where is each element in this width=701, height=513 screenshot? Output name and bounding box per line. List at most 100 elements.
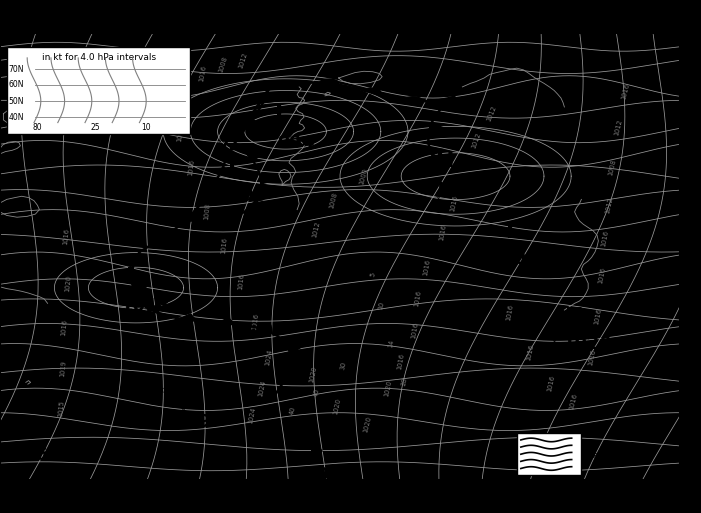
Text: L: L: [309, 436, 323, 456]
Text: ×: ×: [435, 194, 442, 203]
Polygon shape: [262, 95, 278, 103]
Polygon shape: [403, 97, 423, 102]
Text: 1015: 1015: [57, 400, 65, 417]
Polygon shape: [218, 167, 234, 175]
Text: 1014: 1014: [502, 250, 552, 268]
Text: 1020: 1020: [383, 379, 393, 397]
Text: 1012: 1012: [311, 221, 321, 239]
Text: 1016: 1016: [176, 125, 184, 143]
Polygon shape: [218, 318, 236, 324]
Polygon shape: [132, 258, 148, 266]
Text: 1016: 1016: [63, 228, 71, 245]
Text: 25: 25: [90, 123, 100, 131]
Text: metoffice.gov: metoffice.gov: [586, 450, 639, 460]
Text: 70N: 70N: [8, 65, 24, 73]
Polygon shape: [230, 143, 245, 150]
Text: 1019: 1019: [60, 360, 67, 377]
Polygon shape: [257, 325, 272, 332]
Text: 1006: 1006: [0, 446, 49, 464]
Text: 1000: 1000: [359, 167, 369, 185]
Polygon shape: [183, 215, 199, 221]
Polygon shape: [245, 120, 261, 126]
Polygon shape: [248, 201, 263, 207]
Text: ×: ×: [158, 386, 165, 395]
Text: L: L: [506, 222, 520, 242]
Text: 5: 5: [369, 271, 376, 277]
Polygon shape: [247, 154, 261, 161]
Polygon shape: [261, 177, 273, 184]
Text: 1024: 1024: [257, 379, 266, 397]
Text: 1016: 1016: [569, 392, 578, 410]
Text: 1016: 1016: [221, 236, 229, 254]
Text: 1016: 1016: [587, 348, 597, 366]
Text: L: L: [24, 416, 38, 436]
Text: 1016: 1016: [198, 65, 207, 82]
Text: 1016: 1016: [505, 304, 515, 321]
Text: 1020: 1020: [563, 334, 613, 352]
Text: 1012: 1012: [614, 118, 624, 136]
Text: 30: 30: [339, 361, 347, 370]
Text: H: H: [436, 150, 455, 170]
Text: 1016: 1016: [188, 159, 196, 176]
Text: 1012: 1012: [604, 196, 613, 214]
Polygon shape: [179, 314, 196, 321]
Polygon shape: [440, 102, 456, 108]
Text: 1016: 1016: [251, 312, 259, 330]
Text: 1016: 1016: [449, 194, 459, 212]
Polygon shape: [275, 82, 295, 87]
Text: ×: ×: [217, 136, 224, 145]
Text: 1012: 1012: [486, 105, 498, 123]
Text: 1016: 1016: [597, 266, 606, 284]
Text: 1016: 1016: [526, 344, 535, 361]
Text: ×: ×: [551, 337, 558, 346]
Text: 50N: 50N: [8, 96, 24, 106]
Text: 993: 993: [229, 187, 267, 205]
Text: 20: 20: [401, 377, 409, 386]
Text: 1020: 1020: [332, 397, 341, 415]
Text: 1020: 1020: [178, 96, 186, 113]
Text: H: H: [164, 383, 183, 403]
Text: L: L: [125, 267, 139, 287]
Text: 1029: 1029: [162, 412, 212, 430]
Text: 1020: 1020: [362, 415, 372, 433]
Text: 1013: 1013: [121, 297, 171, 314]
Text: in kt for 4.0 hPa intervals: in kt for 4.0 hPa intervals: [41, 52, 156, 62]
Text: 1020: 1020: [308, 366, 318, 384]
Text: 1012: 1012: [470, 131, 482, 149]
Polygon shape: [156, 235, 172, 242]
Text: 1016: 1016: [61, 319, 69, 337]
Text: 1008: 1008: [328, 192, 338, 210]
Text: 1016: 1016: [410, 321, 419, 339]
Text: ×: ×: [37, 392, 44, 402]
Text: 40: 40: [313, 388, 320, 398]
Text: 40N: 40N: [8, 113, 24, 122]
Text: H: H: [565, 307, 584, 327]
Polygon shape: [285, 371, 301, 379]
Text: 1012: 1012: [238, 51, 249, 69]
Text: 1008: 1008: [607, 159, 617, 176]
Polygon shape: [132, 284, 147, 291]
Text: 1016: 1016: [438, 223, 447, 241]
Text: 14: 14: [387, 339, 395, 348]
Polygon shape: [285, 346, 301, 353]
Text: 1020: 1020: [64, 274, 72, 292]
Text: 1008: 1008: [203, 203, 211, 221]
Polygon shape: [362, 88, 381, 94]
Text: 40: 40: [289, 406, 297, 416]
Polygon shape: [145, 305, 161, 312]
Text: 1016: 1016: [414, 290, 423, 308]
Polygon shape: [428, 148, 444, 155]
Text: 1024: 1024: [264, 348, 273, 366]
Text: 1016: 1016: [423, 259, 431, 277]
Text: 1009: 1009: [305, 466, 355, 484]
Text: 1016: 1016: [601, 230, 610, 247]
Polygon shape: [320, 79, 339, 84]
Text: ×: ×: [292, 137, 299, 146]
Text: 1016: 1016: [397, 352, 406, 370]
Bar: [7, 47, 191, 134]
Text: ×: ×: [180, 406, 187, 415]
Text: 10: 10: [377, 301, 385, 310]
Text: 1008: 1008: [217, 55, 229, 73]
Text: 80: 80: [32, 123, 42, 131]
Polygon shape: [429, 123, 444, 131]
